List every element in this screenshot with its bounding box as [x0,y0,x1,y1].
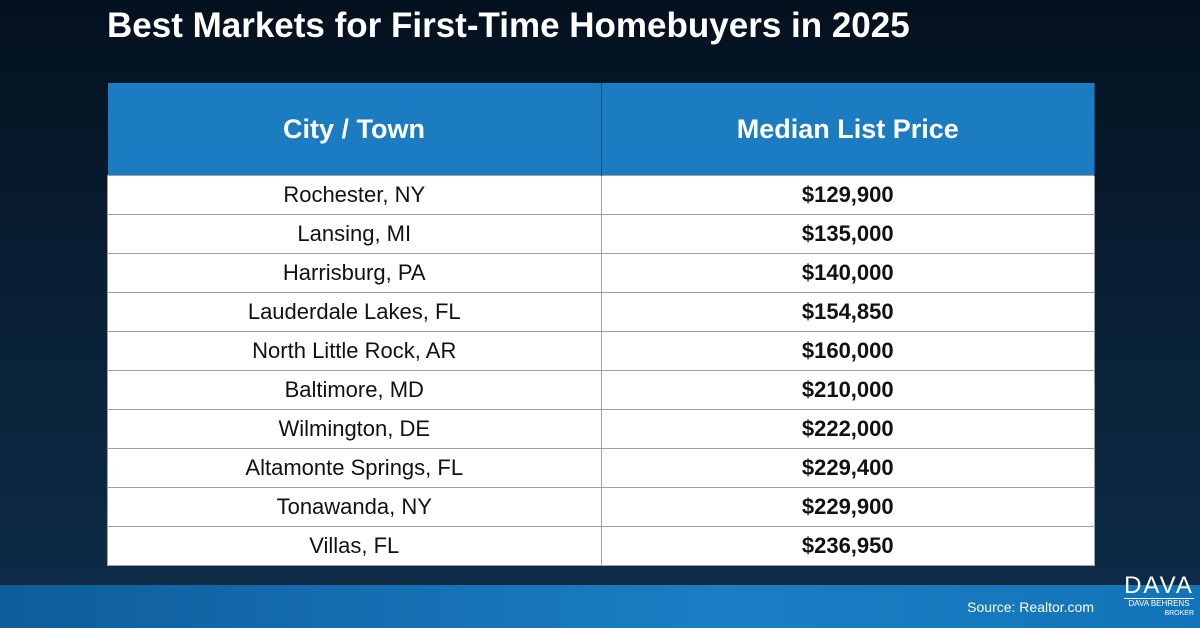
title: Best Markets for First-Time Homebuyers i… [107,6,910,45]
logo-role: BROKER [1164,610,1194,617]
city-cell: Villas, FL [107,526,602,566]
logo-name: DAVA BEHRENS [1124,598,1194,609]
price-cell: $222,000 [600,409,1095,449]
logo-mark: DAVA [1124,572,1194,599]
table-row: Villas, FL $236,950 [107,526,1095,566]
price-cell: $129,900 [600,175,1095,215]
city-cell: Baltimore, MD [107,370,602,410]
city-cell: Altamonte Springs, FL [107,448,602,488]
price-cell: $236,950 [600,526,1095,566]
column-header: Median List Price [601,83,1095,176]
table-row: Baltimore, MD $210,000 [107,370,1095,410]
table-row: Lauderdale Lakes, FL $154,850 [107,292,1095,332]
price-cell: $135,000 [600,214,1095,254]
price-cell: $229,400 [600,448,1095,488]
logo: DAVA DAVA BEHRENS BROKER [1124,574,1194,618]
price-cell: $140,000 [600,253,1095,293]
column-header: City / Town [107,83,602,176]
table-row: Lansing, MI $135,000 [107,214,1095,254]
price-cell: $154,850 [600,292,1095,332]
city-cell: Tonawanda, NY [107,487,602,527]
city-cell: Harrisburg, PA [107,253,602,293]
footer-band [0,585,1200,628]
price-cell: $210,000 [600,370,1095,410]
city-cell: Wilmington, DE [107,409,602,449]
table-row: Tonawanda, NY $229,900 [107,487,1095,527]
city-cell: Rochester, NY [107,175,602,215]
table-row: Harrisburg, PA $140,000 [107,253,1095,293]
table-row: Altamonte Springs, FL $229,400 [107,448,1095,488]
table-row: North Little Rock, AR $160,000 [107,331,1095,371]
table-body: Rochester, NY $129,900 Lansing, MI $135,000… [107,175,1095,566]
price-cell: $229,900 [600,487,1095,527]
city-cell: North Little Rock, AR [107,331,602,371]
source: Source: Realtor.com [967,599,1094,615]
table-row: Rochester, NY $129,900 [107,175,1095,215]
city-cell: Lauderdale Lakes, FL [107,292,602,332]
price-cell: $160,000 [600,331,1095,371]
table-row: Wilmington, DE $222,000 [107,409,1095,449]
table: City / Town Median List Price Rochester,… [107,83,1095,566]
city-cell: Lansing, MI [107,214,602,254]
